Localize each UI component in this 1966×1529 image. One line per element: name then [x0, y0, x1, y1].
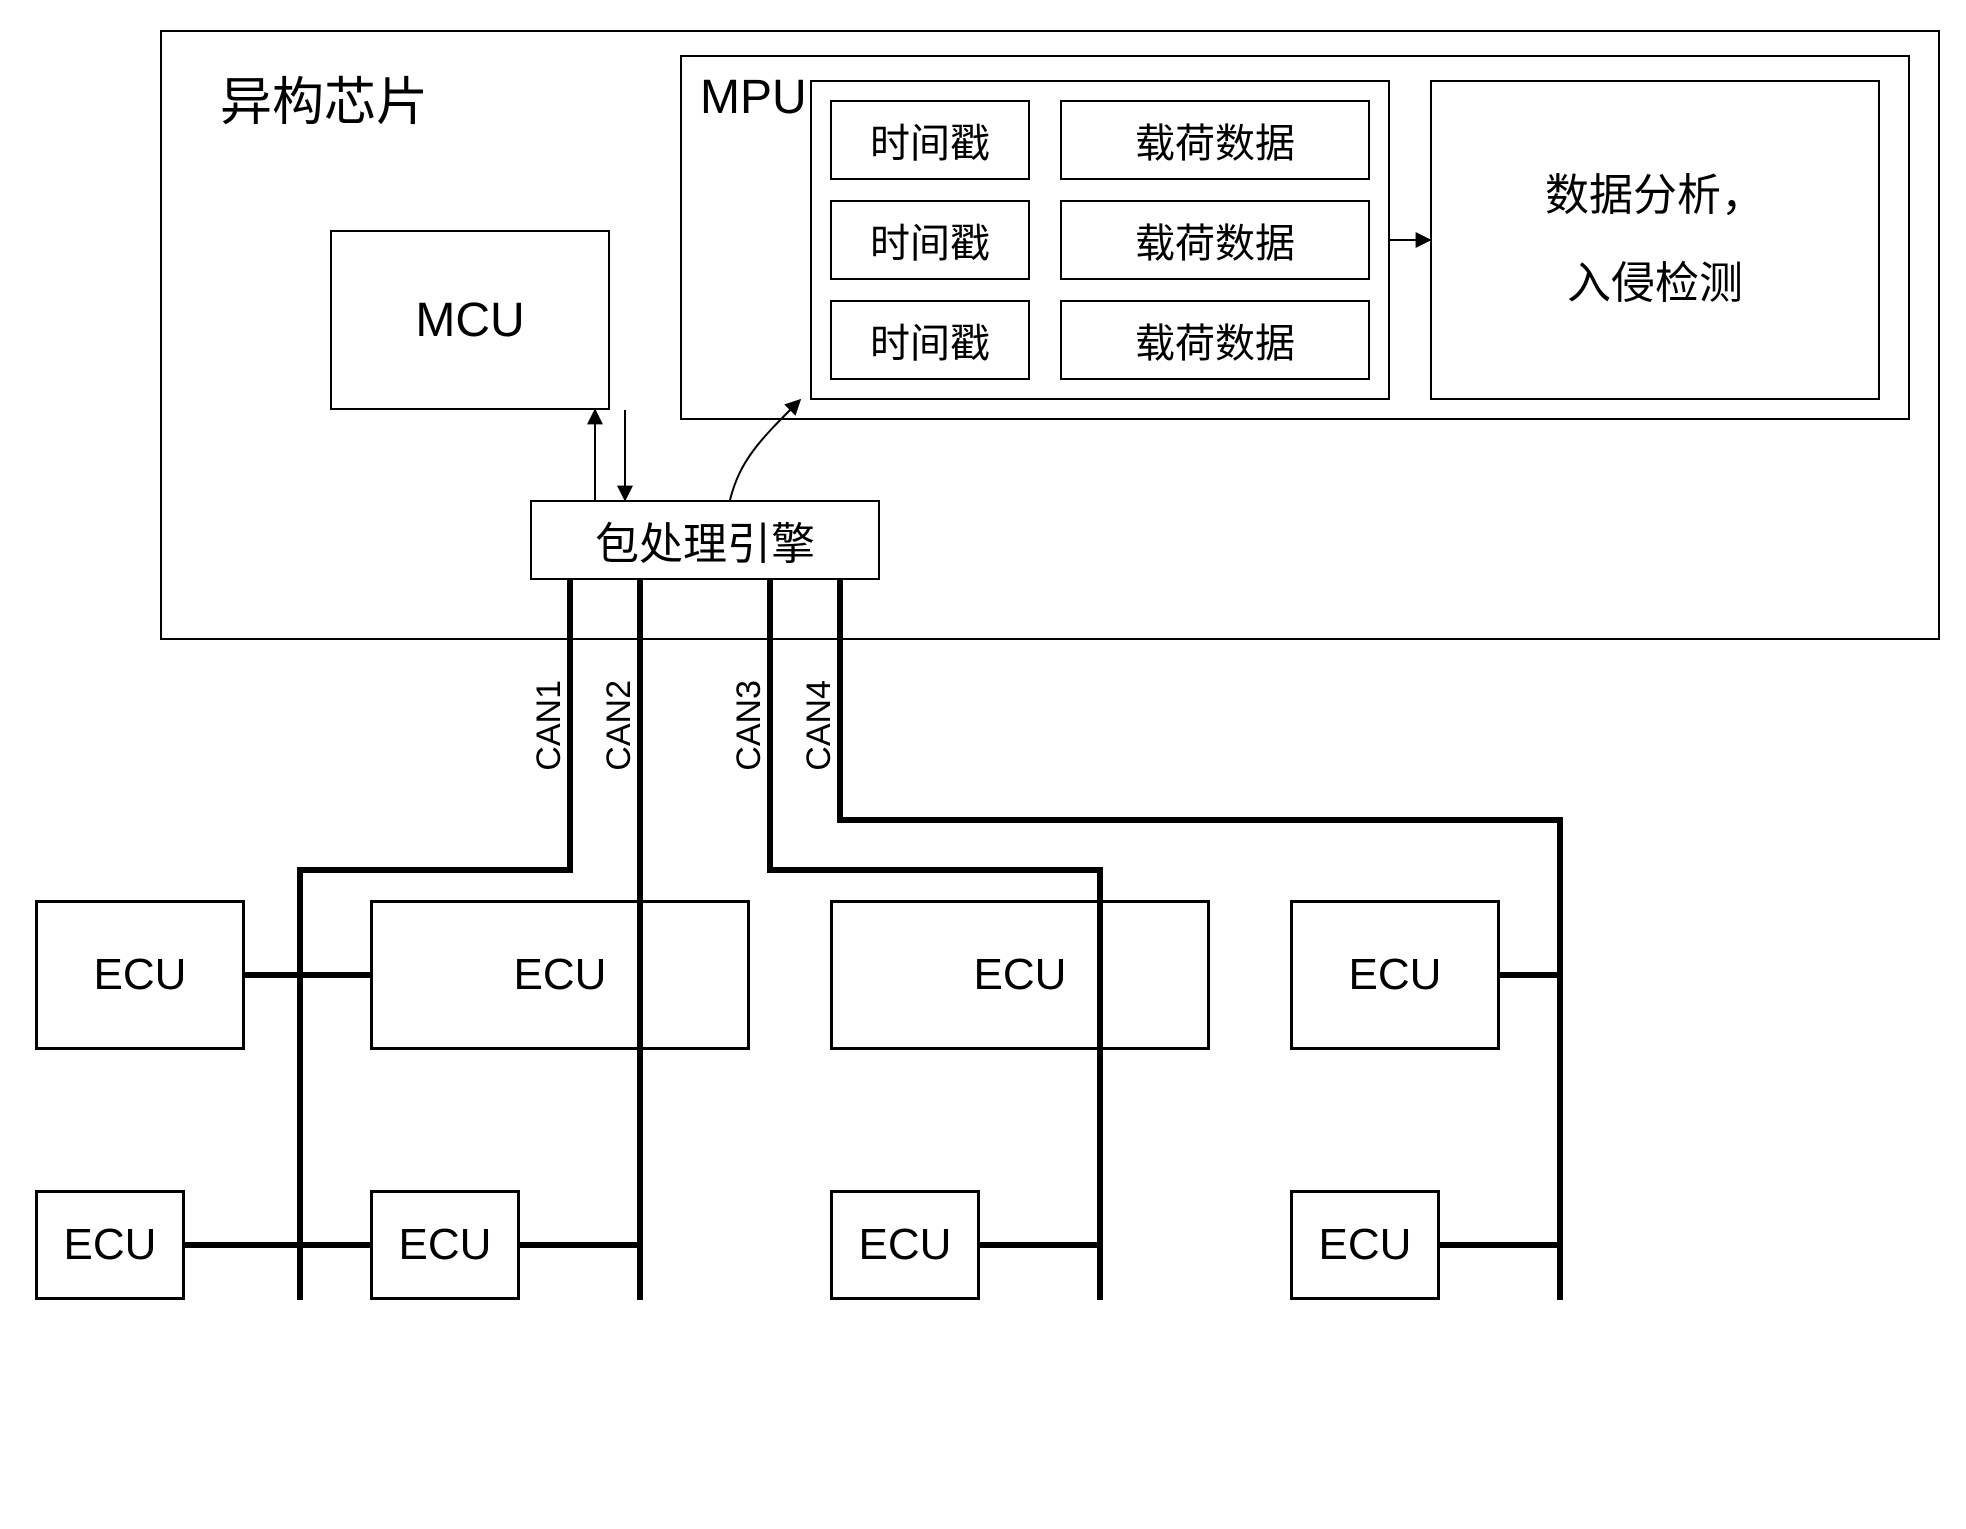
buffer-payload-label: 载荷数据: [1135, 111, 1295, 169]
analysis-line2: 入侵检测: [1567, 240, 1743, 328]
engine-box: 包处理引擎: [530, 500, 880, 580]
buffer-cell-payload: 载荷数据: [1060, 100, 1370, 180]
buffer-cell-ts: 时间戳: [830, 200, 1030, 280]
ecu-box: ECU: [35, 1190, 185, 1300]
buffer-cell-payload: 载荷数据: [1060, 200, 1370, 280]
ecu-box: ECU: [830, 900, 1210, 1050]
ecu-label: ECU: [1349, 950, 1442, 1000]
ecu-box: ECU: [370, 1190, 520, 1300]
ecu-label: ECU: [399, 1220, 492, 1270]
analysis-line1: 数据分析，: [1545, 152, 1765, 240]
mcu-box: MCU: [330, 230, 610, 410]
ecu-box: ECU: [1290, 1190, 1440, 1300]
buffer-payload-label: 载荷数据: [1135, 311, 1295, 369]
buffer-ts-label: 时间戳: [870, 111, 990, 169]
chip-title: 异构芯片: [220, 60, 428, 135]
ecu-label: ECU: [64, 1220, 157, 1270]
engine-label: 包处理引擎: [595, 508, 815, 572]
ecu-label: ECU: [1319, 1220, 1412, 1270]
buffer-ts-label: 时间戳: [870, 311, 990, 369]
ecu-box: ECU: [35, 900, 245, 1050]
buffer-ts-label: 时间戳: [870, 211, 990, 269]
buffer-cell-payload: 载荷数据: [1060, 300, 1370, 380]
ecu-label: ECU: [514, 950, 607, 1000]
can4-label: CAN4: [800, 680, 839, 771]
ecu-box: ECU: [830, 1190, 980, 1300]
buffer-cell-ts: 时间戳: [830, 100, 1030, 180]
can3-label: CAN3: [730, 680, 769, 771]
ecu-box: ECU: [1290, 900, 1500, 1050]
ecu-label: ECU: [974, 950, 1067, 1000]
can2-label: CAN2: [600, 680, 639, 771]
can1-label: CAN1: [530, 680, 569, 771]
mcu-label: MCU: [415, 293, 524, 348]
ecu-box: ECU: [370, 900, 750, 1050]
ecu-label: ECU: [859, 1220, 952, 1270]
mpu-label: MPU: [700, 70, 807, 125]
analysis-box: 数据分析， 入侵检测: [1430, 80, 1880, 400]
buffer-payload-label: 载荷数据: [1135, 211, 1295, 269]
buffer-cell-ts: 时间戳: [830, 300, 1030, 380]
ecu-label: ECU: [94, 950, 187, 1000]
